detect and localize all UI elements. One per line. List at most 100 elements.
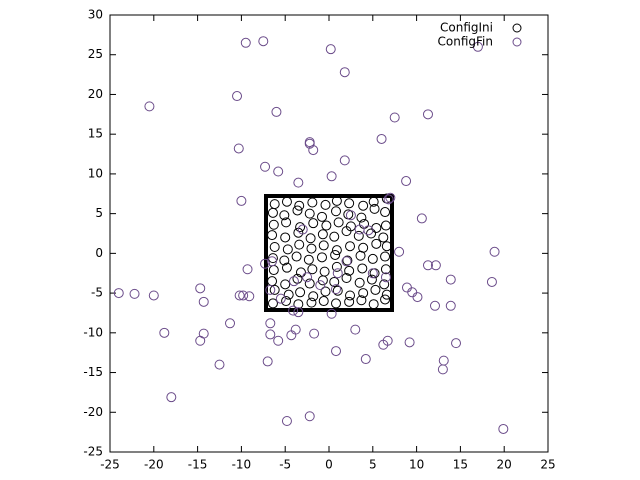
point — [332, 285, 343, 296]
point — [339, 67, 350, 78]
point — [404, 337, 415, 348]
point — [292, 205, 303, 216]
point — [489, 246, 500, 257]
point — [318, 296, 329, 307]
point — [244, 291, 255, 302]
point — [297, 224, 308, 235]
point — [280, 279, 291, 290]
point — [281, 196, 292, 207]
point — [265, 284, 276, 295]
point — [356, 212, 367, 223]
point — [307, 264, 318, 275]
point — [295, 222, 306, 233]
point — [309, 328, 320, 339]
point — [144, 101, 155, 112]
point — [294, 239, 305, 250]
y-tick-label: -15 — [83, 365, 103, 379]
point — [320, 199, 331, 210]
point — [129, 288, 140, 299]
point — [268, 219, 279, 230]
point — [242, 264, 253, 275]
point — [304, 138, 315, 149]
point — [214, 359, 225, 370]
x-tick-label: 10 — [409, 458, 424, 472]
point — [281, 217, 292, 228]
point — [148, 290, 159, 301]
point — [265, 329, 276, 340]
point — [331, 284, 342, 295]
legend-symbol — [512, 23, 522, 33]
point — [325, 44, 336, 55]
point — [317, 229, 328, 240]
point — [308, 218, 319, 229]
point — [318, 240, 329, 251]
point — [260, 258, 271, 269]
point — [345, 221, 356, 232]
point — [232, 91, 243, 102]
point — [304, 208, 315, 219]
point — [341, 256, 352, 267]
point — [275, 293, 286, 304]
point — [262, 356, 273, 367]
point — [498, 423, 509, 434]
point — [380, 251, 391, 262]
point — [376, 133, 387, 144]
point — [293, 299, 304, 310]
legend-label: ConfigIni — [440, 21, 493, 35]
y-tick-label: 5 — [95, 206, 103, 220]
x-tick-label: -10 — [232, 458, 252, 472]
point — [269, 242, 280, 253]
point — [331, 298, 342, 309]
point — [380, 220, 391, 231]
x-tick-label: 25 — [540, 458, 555, 472]
point — [378, 232, 389, 243]
point — [293, 307, 304, 318]
point — [292, 273, 303, 284]
point — [295, 287, 306, 298]
point — [472, 41, 483, 52]
point — [293, 177, 304, 188]
point — [389, 112, 400, 123]
point — [304, 278, 315, 289]
point — [198, 296, 209, 307]
point — [159, 327, 170, 338]
point — [288, 276, 299, 287]
point — [356, 295, 367, 306]
point — [320, 286, 331, 297]
y-tick-label: 30 — [88, 8, 103, 22]
point — [345, 210, 356, 221]
point — [273, 335, 284, 346]
point — [394, 246, 405, 257]
point — [331, 195, 342, 206]
point — [363, 225, 374, 236]
point — [366, 274, 377, 285]
point — [238, 290, 249, 301]
x-tick-label: -25 — [100, 458, 120, 472]
point — [240, 37, 251, 48]
point — [303, 254, 314, 265]
x-tick-label: 0 — [325, 458, 333, 472]
point — [382, 335, 393, 346]
point — [383, 194, 394, 205]
point — [307, 197, 318, 208]
point — [306, 297, 317, 308]
point — [281, 296, 292, 307]
point — [267, 230, 278, 241]
point — [234, 290, 245, 301]
point — [445, 274, 456, 285]
point — [370, 284, 381, 295]
point — [236, 195, 247, 206]
point — [381, 241, 392, 252]
point — [422, 260, 433, 271]
y-tick-label: -5 — [91, 286, 103, 300]
point — [273, 166, 284, 177]
x-tick-label: 5 — [369, 458, 377, 472]
point — [260, 161, 271, 172]
point — [288, 305, 299, 316]
point — [353, 230, 364, 241]
point — [451, 338, 462, 349]
point — [344, 296, 355, 307]
point — [331, 206, 342, 217]
x-tick-label: 20 — [497, 458, 512, 472]
point — [357, 263, 368, 274]
